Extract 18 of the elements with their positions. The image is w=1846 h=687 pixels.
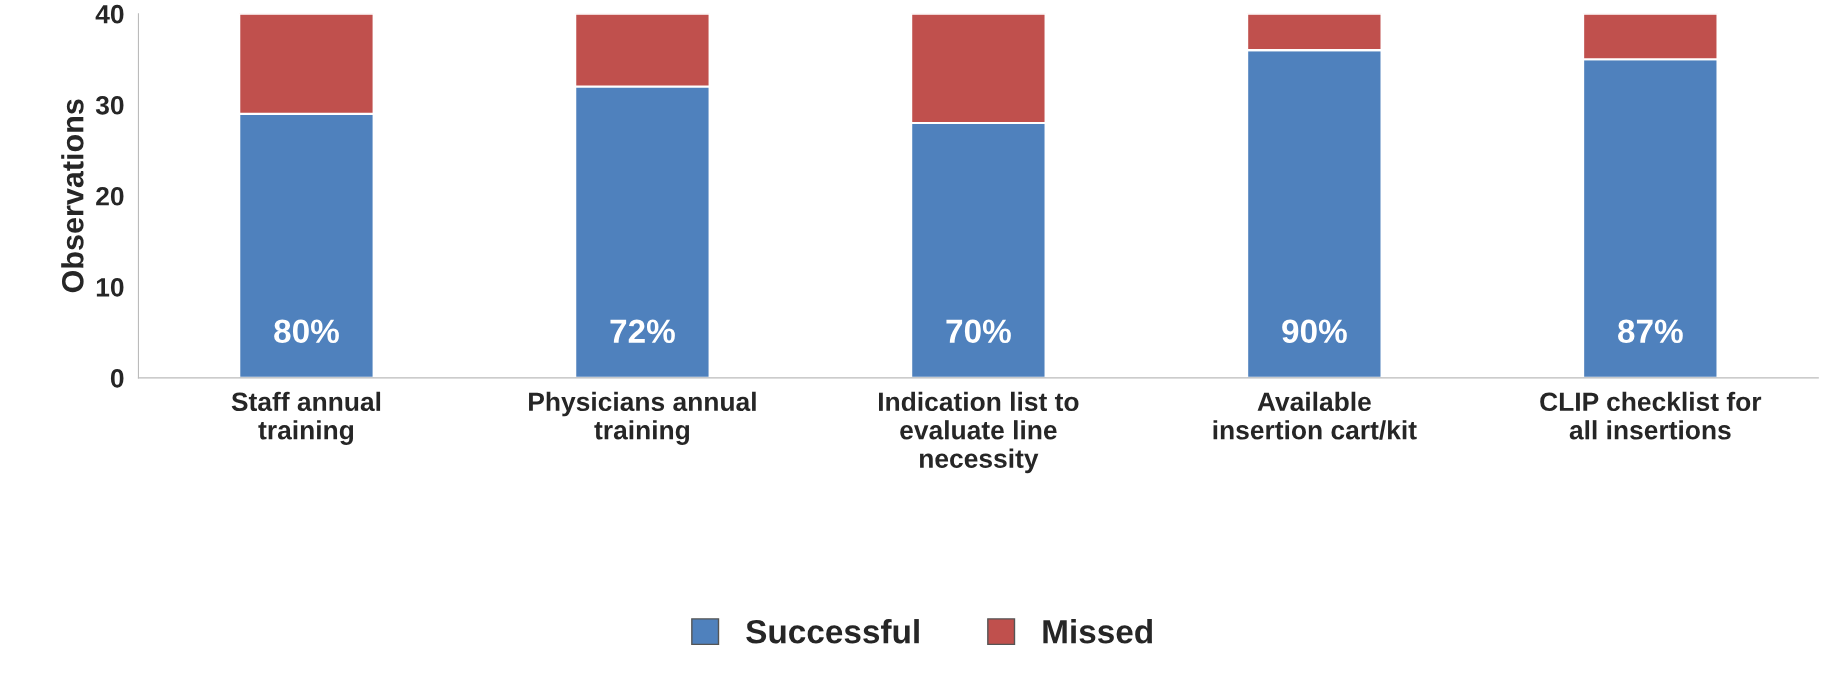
x-tick-label: Indication list to evaluate line necessity [879, 391, 1079, 474]
annotation: 80% [274, 319, 339, 344]
y-tick-label: 10 [96, 277, 124, 297]
x-tick-label: Staff annual training [231, 391, 381, 445]
annotation: 87% [1618, 319, 1683, 344]
y-tick-label: 20 [96, 186, 124, 206]
x-tick-label: Physicians annual training [529, 391, 756, 445]
x-tick-label: CLIP checklist for all insertions [1540, 391, 1762, 440]
legend-label: Missed [1043, 619, 1152, 644]
y-tick-label: 0 [110, 368, 124, 388]
y-axis-title: Observations [61, 99, 84, 293]
annotation: 70% [946, 319, 1011, 344]
annotation: 90% [1282, 319, 1347, 344]
y-tick-label: 40 [95, 4, 124, 24]
x-tick-label: Available insertion cart/kit [1213, 391, 1417, 440]
y-tick-label: 30 [95, 95, 124, 115]
legend-label: Successful [746, 619, 919, 644]
annotation: 72% [610, 319, 675, 344]
